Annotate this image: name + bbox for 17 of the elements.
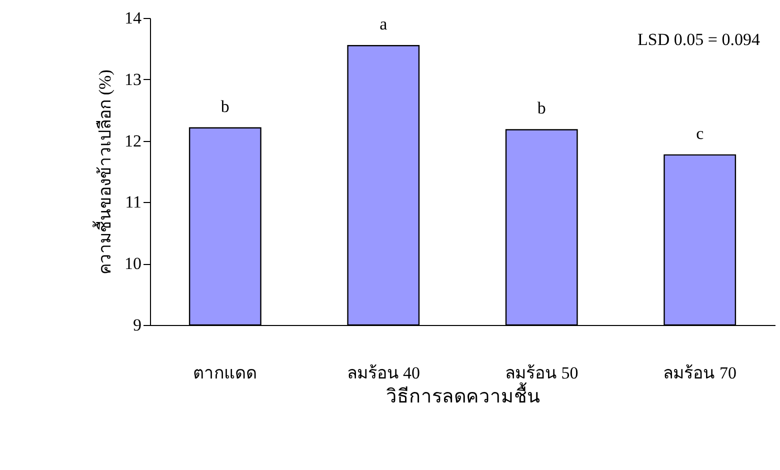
y-tick-label: 9 (133, 316, 142, 334)
annotation: a (380, 14, 388, 34)
annotation: b (537, 98, 546, 118)
y-tick-label: 13 (124, 70, 142, 89)
x-tick-label: ลมร้อน 70 (663, 364, 736, 382)
y-tick-label: 11 (125, 192, 142, 212)
y-tick-label: 12 (124, 131, 142, 150)
x-axis-title: วิธีการลดความชื้น (386, 382, 540, 408)
annotation: c (696, 124, 704, 143)
x-tick-label: ลมร้อน 50 (504, 364, 578, 382)
y-tick-label: 10 (124, 254, 142, 274)
y-axis-title: ความชื้นของข้าวเปลือก (%) (92, 70, 114, 274)
annotation: b (220, 96, 230, 116)
y-tick-label: 14 (124, 8, 142, 28)
annotation: LSD 0.05 = 0.094 (638, 30, 760, 49)
x-tick-label: ตากแดด (193, 364, 258, 382)
x-tick-label: ลมร้อน 40 (346, 364, 420, 382)
